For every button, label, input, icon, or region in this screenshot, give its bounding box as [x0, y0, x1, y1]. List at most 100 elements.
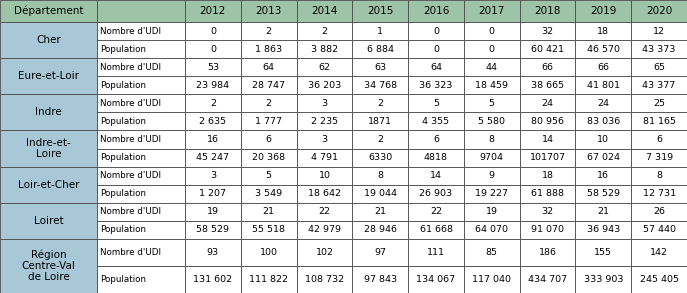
Bar — [0, 130, 97, 166]
Text: 97: 97 — [374, 248, 386, 257]
Bar — [240, 203, 297, 221]
Bar — [297, 113, 352, 130]
Text: 24: 24 — [541, 99, 554, 108]
Bar — [464, 185, 519, 203]
Text: 66: 66 — [597, 63, 609, 72]
Bar — [464, 76, 519, 94]
Text: 21: 21 — [597, 207, 609, 216]
Bar — [352, 58, 408, 76]
Text: 0: 0 — [488, 45, 495, 54]
Text: 9: 9 — [488, 171, 495, 180]
Text: 333 903: 333 903 — [583, 275, 623, 284]
Text: 23 984: 23 984 — [196, 81, 229, 90]
Text: 9704: 9704 — [480, 153, 504, 162]
Bar — [464, 130, 519, 149]
Bar — [297, 266, 352, 293]
Bar — [240, 266, 297, 293]
Text: Loir-et-Cher: Loir-et-Cher — [18, 180, 79, 190]
Text: 36 943: 36 943 — [587, 225, 620, 234]
Text: 3: 3 — [210, 171, 216, 180]
Text: 131 602: 131 602 — [193, 275, 232, 284]
Text: 83 036: 83 036 — [587, 117, 620, 126]
Bar — [408, 221, 464, 239]
Text: Nombre d'UDI: Nombre d'UDI — [100, 248, 161, 257]
Bar — [352, 185, 408, 203]
Text: 108 732: 108 732 — [305, 275, 344, 284]
Text: 434 707: 434 707 — [528, 275, 567, 284]
Text: 6: 6 — [266, 135, 271, 144]
Bar — [519, 130, 576, 149]
Bar — [97, 113, 185, 130]
Text: 186: 186 — [539, 248, 556, 257]
Bar — [576, 166, 631, 185]
Text: Loiret: Loiret — [34, 216, 63, 226]
Text: Région
Centre-Val
de Loire: Région Centre-Val de Loire — [21, 249, 76, 282]
Bar — [519, 221, 576, 239]
Text: 61 888: 61 888 — [531, 189, 564, 198]
Text: Nombre d'UDI: Nombre d'UDI — [100, 63, 161, 72]
Bar — [519, 76, 576, 94]
Text: Nombre d'UDI: Nombre d'UDI — [100, 135, 161, 144]
Bar — [185, 185, 240, 203]
Text: 4818: 4818 — [424, 153, 448, 162]
Bar — [297, 58, 352, 76]
Bar — [631, 58, 687, 76]
Bar — [408, 40, 464, 58]
Bar — [352, 22, 408, 40]
Text: 10: 10 — [597, 135, 609, 144]
Bar — [297, 166, 352, 185]
Bar — [408, 76, 464, 94]
Bar — [240, 166, 297, 185]
Bar — [185, 22, 240, 40]
Bar — [352, 130, 408, 149]
Text: 66: 66 — [541, 63, 554, 72]
Bar — [576, 266, 631, 293]
Bar — [97, 0, 185, 22]
Bar — [240, 221, 297, 239]
Text: 0: 0 — [210, 45, 216, 54]
Bar — [631, 185, 687, 203]
Text: 12 731: 12 731 — [642, 189, 676, 198]
Text: 6 884: 6 884 — [367, 45, 394, 54]
Text: 55 518: 55 518 — [252, 225, 285, 234]
Bar — [576, 76, 631, 94]
Bar — [240, 0, 297, 22]
Text: 34 768: 34 768 — [363, 81, 397, 90]
Bar — [97, 185, 185, 203]
Bar — [464, 221, 519, 239]
Text: 2: 2 — [377, 135, 383, 144]
Text: 18 459: 18 459 — [475, 81, 508, 90]
Text: Population: Population — [100, 117, 146, 126]
Text: Population: Population — [100, 189, 146, 198]
Text: 26 903: 26 903 — [420, 189, 453, 198]
Text: 6: 6 — [433, 135, 439, 144]
Text: Population: Population — [100, 45, 146, 54]
Text: 44: 44 — [486, 63, 498, 72]
Text: 36 203: 36 203 — [308, 81, 341, 90]
Bar — [631, 130, 687, 149]
Bar — [297, 221, 352, 239]
Bar — [631, 149, 687, 166]
Text: 0: 0 — [433, 27, 439, 36]
Text: 42 979: 42 979 — [308, 225, 341, 234]
Text: 1871: 1871 — [368, 117, 392, 126]
Bar — [408, 239, 464, 266]
Bar — [631, 239, 687, 266]
Bar — [97, 76, 185, 94]
Text: 28 946: 28 946 — [363, 225, 396, 234]
Text: 1 777: 1 777 — [255, 117, 282, 126]
Bar — [240, 239, 297, 266]
Bar — [408, 203, 464, 221]
Bar — [352, 113, 408, 130]
Bar — [464, 94, 519, 113]
Text: 1 207: 1 207 — [199, 189, 227, 198]
Text: 85: 85 — [486, 248, 498, 257]
Text: 43 377: 43 377 — [642, 81, 676, 90]
Text: 16: 16 — [207, 135, 219, 144]
Text: 117 040: 117 040 — [472, 275, 511, 284]
Text: 134 067: 134 067 — [416, 275, 455, 284]
Text: 2017: 2017 — [479, 6, 505, 16]
Bar — [519, 185, 576, 203]
Bar — [631, 166, 687, 185]
Bar — [519, 22, 576, 40]
